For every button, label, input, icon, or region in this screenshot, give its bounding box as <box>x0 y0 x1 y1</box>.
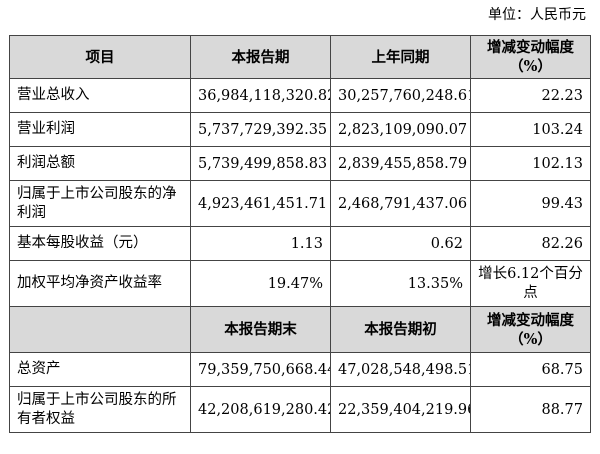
row-prior: 2,823,109,090.07 <box>330 112 471 147</box>
table-row: 营业总收入 36,984,118,320.82 30,257,760,248.6… <box>9 78 591 113</box>
row-change: 103.24 <box>470 112 591 147</box>
row-item: 基本每股收益（元） <box>9 226 191 261</box>
table-header-row: 本报告期末 本报告期初 增减变动幅度（%） <box>9 306 591 353</box>
row-item: 利润总额 <box>9 146 191 181</box>
table-row: 加权平均净资产收益率 19.47% 13.35% 增长6.12个百分点 <box>9 260 591 307</box>
header-change-pct: 增减变动幅度（%） <box>470 35 591 79</box>
table-row: 归属于上市公司股东的所有者权益 42,208,619,280.42 22,359… <box>9 386 591 433</box>
row-change: 68.75 <box>470 352 591 387</box>
row-prior: 13.35% <box>330 260 471 307</box>
row-change: 88.77 <box>470 386 591 433</box>
row-current: 4,923,461,451.71 <box>190 180 331 227</box>
row-current: 5,737,729,392.35 <box>190 112 331 147</box>
row-item: 营业利润 <box>9 112 191 147</box>
table-header-row: 项目 本报告期 上年同期 增减变动幅度（%） <box>9 35 591 79</box>
row-begin: 22,359,404,219.96 <box>330 386 471 433</box>
row-prior: 2,839,455,858.79 <box>330 146 471 181</box>
header-current-period: 本报告期 <box>190 35 331 79</box>
row-change: 增长6.12个百分点 <box>470 260 591 307</box>
table-row: 总资产 79,359,750,668.44 47,028,548,498.51 … <box>9 352 591 387</box>
row-item: 归属于上市公司股东的净利润 <box>9 180 191 227</box>
row-begin: 47,028,548,498.51 <box>330 352 471 387</box>
row-current: 19.47% <box>190 260 331 307</box>
row-item: 营业总收入 <box>9 78 191 113</box>
table-row: 基本每股收益（元） 1.13 0.62 82.26 <box>9 226 591 261</box>
row-prior: 30,257,760,248.61 <box>330 78 471 113</box>
header-item: 项目 <box>9 35 191 79</box>
row-prior: 0.62 <box>330 226 471 261</box>
row-change: 22.23 <box>470 78 591 113</box>
header-change-pct: 增减变动幅度（%） <box>470 306 591 353</box>
row-current: 1.13 <box>190 226 331 261</box>
financial-summary-table: 项目 本报告期 上年同期 增减变动幅度（%） 营业总收入 36,984,118,… <box>9 35 591 433</box>
row-current: 5,739,499,858.83 <box>190 146 331 181</box>
row-item: 归属于上市公司股东的所有者权益 <box>9 386 191 433</box>
table-row: 营业利润 5,737,729,392.35 2,823,109,090.07 1… <box>9 112 591 147</box>
table-row: 利润总额 5,739,499,858.83 2,839,455,858.79 1… <box>9 146 591 181</box>
row-change: 82.26 <box>470 226 591 261</box>
header-period-begin: 本报告期初 <box>330 306 471 353</box>
header-prior-period: 上年同期 <box>330 35 471 79</box>
row-prior: 2,468,791,437.06 <box>330 180 471 227</box>
table-row: 归属于上市公司股东的净利润 4,923,461,451.71 2,468,791… <box>9 180 591 227</box>
row-current: 36,984,118,320.82 <box>190 78 331 113</box>
header-blank <box>9 306 191 353</box>
row-item: 加权平均净资产收益率 <box>9 260 191 307</box>
row-item: 总资产 <box>9 352 191 387</box>
unit-label: 单位：人民币元 <box>488 7 586 23</box>
row-end: 79,359,750,668.44 <box>190 352 331 387</box>
row-change: 99.43 <box>470 180 591 227</box>
row-end: 42,208,619,280.42 <box>190 386 331 433</box>
header-period-end: 本报告期末 <box>190 306 331 353</box>
row-change: 102.13 <box>470 146 591 181</box>
